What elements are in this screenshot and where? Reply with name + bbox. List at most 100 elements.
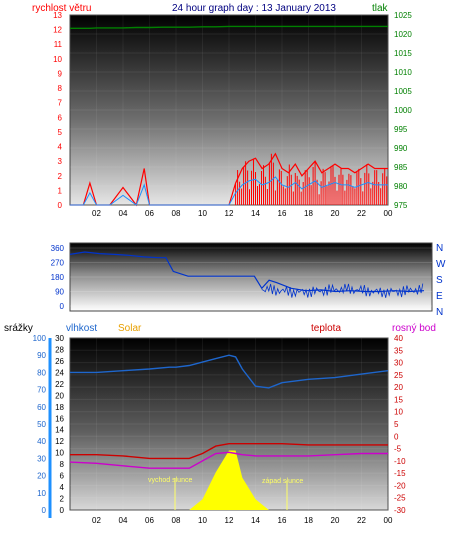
x-tick-label: 14 xyxy=(251,209,260,218)
temperature-tick-label: 25 xyxy=(394,371,403,380)
x-tick-label: 12 xyxy=(225,516,234,525)
temperature-tick-label: -10 xyxy=(394,457,406,466)
x-tick-label: 00 xyxy=(384,516,393,525)
wind-direction-series xyxy=(69,251,425,293)
temperature-tick-label: 20 xyxy=(394,383,403,392)
temperature-tick-label: -20 xyxy=(394,481,406,490)
humidity-tick-label: 20 xyxy=(37,472,46,481)
x-tick-label: 06 xyxy=(145,209,154,218)
pressure-tick-label: 985 xyxy=(394,163,408,172)
compass-label: W xyxy=(436,259,446,270)
pressure-tick-label: 995 xyxy=(394,125,408,134)
wind-tick-label: 4 xyxy=(58,143,63,152)
wind-speed-series xyxy=(70,152,388,207)
x-tick-label: 18 xyxy=(304,516,313,525)
x-tick-label: 08 xyxy=(172,209,181,218)
humidity-tick-label: 100 xyxy=(33,334,47,343)
wind-tick-label: 1 xyxy=(58,186,63,195)
rain-label: srážky xyxy=(4,323,33,334)
x-tick-label: 18 xyxy=(304,209,313,218)
solar-tick-label: 4 xyxy=(60,483,65,492)
wind-tick-label: 13 xyxy=(53,11,62,20)
humidity-tick-label: 0 xyxy=(42,506,47,515)
solar-tick-label: 10 xyxy=(55,449,64,458)
temperature-tick-label: 0 xyxy=(394,432,399,441)
compass-label: N xyxy=(436,243,443,254)
wind-tick-label: 2 xyxy=(58,172,63,181)
direction-tick-label: 90 xyxy=(55,288,64,297)
x-tick-label: 16 xyxy=(278,516,287,525)
direction-tick-label: 180 xyxy=(51,273,65,282)
x-tick-label: 04 xyxy=(119,516,128,525)
x-tick-label: 22 xyxy=(357,516,366,525)
pressure-tick-label: 1025 xyxy=(394,11,412,20)
temperature-label: teplota xyxy=(311,323,341,334)
x-tick-label: 10 xyxy=(198,209,207,218)
pressure-tick-label: 1015 xyxy=(394,49,412,58)
pressure-tick-label: 975 xyxy=(394,201,408,210)
temperature-tick-label: 5 xyxy=(394,420,399,429)
humidity-tick-label: 90 xyxy=(37,351,46,360)
pressure-series xyxy=(70,25,388,29)
temperature-tick-label: 35 xyxy=(394,346,403,355)
wind-speed-label: rychlost větru xyxy=(32,3,91,14)
panel-wind-direction xyxy=(69,242,433,312)
solar-tick-label: 8 xyxy=(60,460,65,469)
humidity-tick-label: 60 xyxy=(37,403,46,412)
humidity-tick-label: 30 xyxy=(37,454,46,463)
x-tick-label: 14 xyxy=(251,516,260,525)
x-tick-label: 04 xyxy=(119,209,128,218)
wind-tick-label: 3 xyxy=(58,157,63,166)
wind-tick-label: 5 xyxy=(58,128,63,137)
solar-tick-label: 30 xyxy=(55,334,64,343)
temperature-tick-label: 30 xyxy=(394,359,403,368)
temperature-tick-label: 40 xyxy=(394,334,403,343)
wind-gust-series xyxy=(235,153,388,205)
x-tick-label: 16 xyxy=(278,209,287,218)
x-tick-label: 12 xyxy=(225,209,234,218)
compass-label: E xyxy=(436,291,443,302)
temperature-tick-label: 10 xyxy=(394,408,403,417)
humidity-tick-label: 50 xyxy=(37,420,46,429)
pressure-tick-label: 980 xyxy=(394,182,408,191)
x-tick-label: 20 xyxy=(331,516,340,525)
x-tick-label: 20 xyxy=(331,209,340,218)
solar-tick-label: 28 xyxy=(55,345,64,354)
pressure-tick-label: 1005 xyxy=(394,87,412,96)
wind-tick-label: 12 xyxy=(53,26,62,35)
solar-tick-label: 2 xyxy=(60,495,65,504)
wind-tick-label: 7 xyxy=(58,99,63,108)
pressure-tick-label: 990 xyxy=(394,144,408,153)
temperature-tick-label: -25 xyxy=(394,494,406,503)
solar-tick-label: 26 xyxy=(55,357,64,366)
solar-area xyxy=(70,450,388,510)
x-tick-label: 08 xyxy=(172,516,181,525)
dewpoint-label: rosný bod xyxy=(392,323,436,334)
humidity-tick-label: 70 xyxy=(37,386,46,395)
chart-title: 24 hour graph day : 13 January 2013 xyxy=(172,3,336,14)
humidity-tick-label: 80 xyxy=(37,368,46,377)
humidity-series xyxy=(70,354,389,389)
wind-tick-label: 6 xyxy=(58,113,63,122)
sunrise-label: vychod slunce xyxy=(148,477,192,484)
solar-tick-label: 22 xyxy=(55,380,64,389)
solar-tick-label: 16 xyxy=(55,414,64,423)
direction-tick-label: 360 xyxy=(51,244,65,253)
solar-tick-label: 12 xyxy=(55,437,64,446)
temperature-tick-label: -30 xyxy=(394,506,406,515)
x-tick-label: 00 xyxy=(384,209,393,218)
solar-tick-label: 24 xyxy=(55,368,64,377)
pressure-tick-label: 1010 xyxy=(394,68,412,77)
direction-tick-label: 270 xyxy=(51,259,65,268)
wind-tick-label: 8 xyxy=(58,84,63,93)
solar-tick-label: 20 xyxy=(55,391,64,400)
pressure-tick-label: 1000 xyxy=(394,106,412,115)
wind-tick-label: 0 xyxy=(58,201,63,210)
pressure-label: tlak xyxy=(372,3,389,14)
wind-tick-label: 9 xyxy=(58,69,63,78)
temperature-tick-label: 15 xyxy=(394,395,403,404)
temperature-series xyxy=(70,443,388,460)
wind-tick-label: 11 xyxy=(54,40,63,49)
sunset-label: západ slunce xyxy=(262,478,303,485)
x-tick-label: 06 xyxy=(145,516,154,525)
